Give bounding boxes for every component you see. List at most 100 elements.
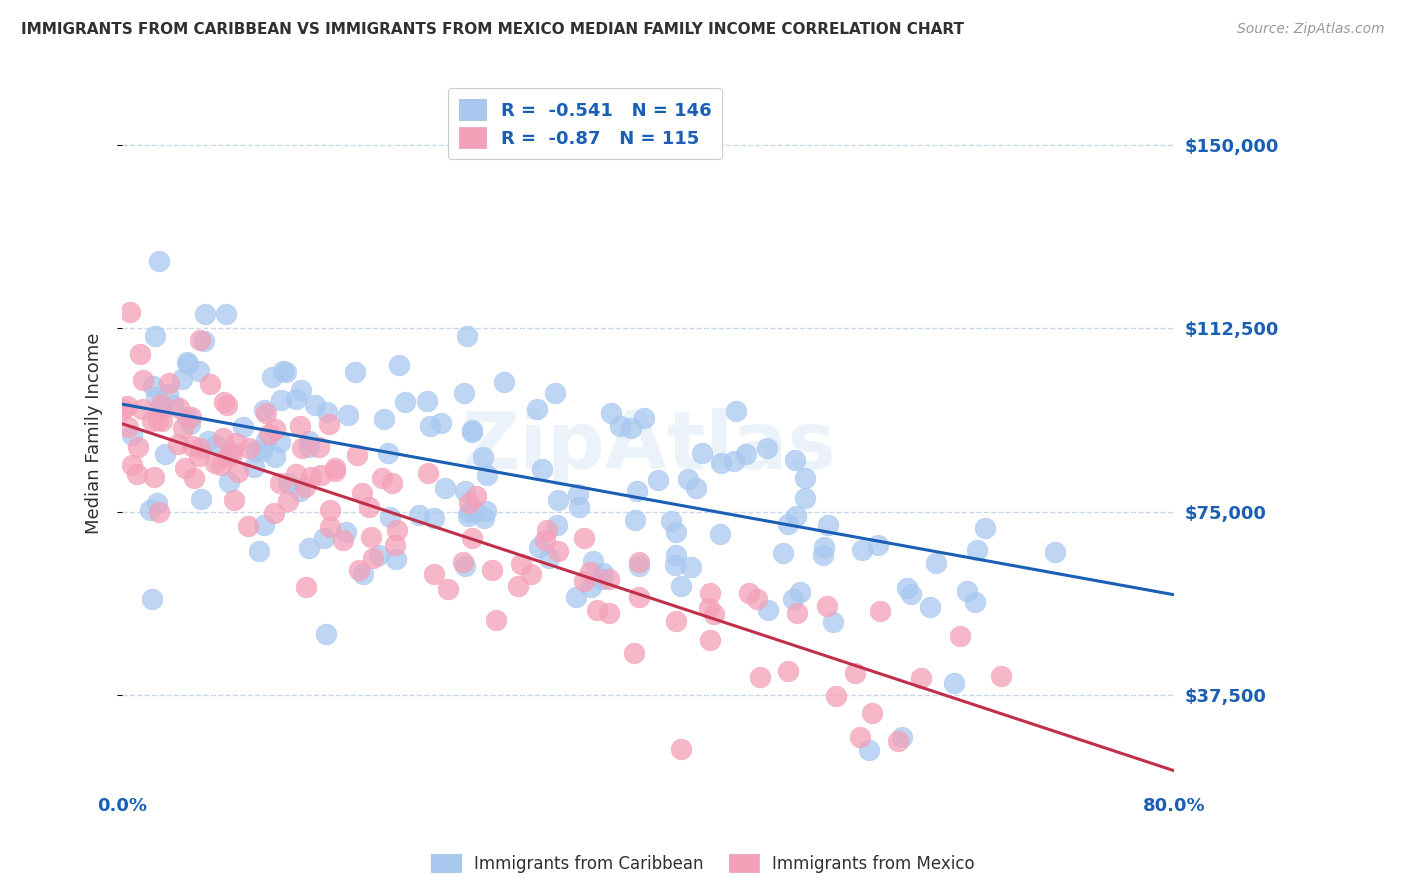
Text: IMMIGRANTS FROM CARIBBEAN VS IMMIGRANTS FROM MEXICO MEDIAN FAMILY INCOME CORRELA: IMMIGRANTS FROM CARIBBEAN VS IMMIGRANTS … — [21, 22, 965, 37]
Point — [990, 669, 1012, 683]
Point — [284, 467, 307, 481]
Point — [363, 551, 385, 566]
Point — [591, 572, 613, 586]
Point — [253, 517, 276, 532]
Point — [925, 556, 948, 570]
Point — [117, 420, 139, 434]
Point — [309, 467, 332, 482]
Point — [143, 329, 166, 343]
Point — [464, 505, 486, 519]
Point — [218, 475, 240, 490]
Text: ZipAtlas: ZipAtlas — [461, 409, 835, 486]
Point — [387, 523, 409, 537]
Point — [647, 473, 669, 487]
Point — [319, 503, 342, 517]
Point — [457, 505, 479, 519]
Point — [204, 456, 226, 470]
Point — [298, 434, 321, 449]
Point — [125, 467, 148, 481]
Point — [148, 254, 170, 268]
Point — [817, 518, 839, 533]
Point — [276, 365, 298, 379]
Point — [193, 334, 215, 348]
Point — [263, 506, 285, 520]
Point — [849, 731, 872, 745]
Point — [956, 584, 979, 599]
Point — [224, 492, 246, 507]
Point — [167, 401, 190, 415]
Point — [475, 468, 498, 483]
Point — [579, 580, 602, 594]
Point — [430, 416, 453, 430]
Point — [180, 439, 202, 453]
Point — [709, 526, 731, 541]
Point — [277, 476, 299, 491]
Point — [918, 600, 941, 615]
Point — [659, 514, 682, 528]
Point — [247, 543, 270, 558]
Point — [735, 447, 758, 461]
Point — [825, 690, 848, 704]
Point — [724, 404, 747, 418]
Point — [148, 505, 170, 519]
Point — [669, 742, 692, 756]
Point — [772, 546, 794, 560]
Point — [547, 492, 569, 507]
Point — [461, 423, 484, 437]
Point — [318, 520, 340, 534]
Point — [520, 567, 543, 582]
Point — [225, 436, 247, 450]
Point — [844, 665, 866, 680]
Point — [454, 559, 477, 574]
Point — [460, 531, 482, 545]
Point — [177, 357, 200, 371]
Point — [183, 470, 205, 484]
Point — [851, 543, 873, 558]
Point — [253, 402, 276, 417]
Point — [215, 450, 238, 465]
Point — [315, 627, 337, 641]
Point — [665, 548, 688, 562]
Point — [197, 434, 219, 448]
Point — [475, 504, 498, 518]
Point — [176, 410, 198, 425]
Point — [624, 513, 647, 527]
Point — [461, 425, 484, 439]
Point — [472, 511, 495, 525]
Point — [115, 399, 138, 413]
Point — [371, 471, 394, 485]
Point — [188, 333, 211, 347]
Point — [250, 444, 273, 458]
Point — [295, 580, 318, 594]
Point — [627, 558, 650, 573]
Point — [156, 387, 179, 401]
Point — [866, 538, 889, 552]
Point — [458, 496, 481, 510]
Point — [141, 591, 163, 606]
Point — [665, 524, 688, 539]
Point — [215, 307, 238, 321]
Point — [157, 376, 180, 390]
Point — [346, 448, 368, 462]
Point — [749, 670, 772, 684]
Point — [786, 606, 808, 620]
Point — [510, 557, 533, 571]
Point — [290, 383, 312, 397]
Point — [360, 531, 382, 545]
Point — [890, 730, 912, 744]
Point — [131, 402, 153, 417]
Point — [530, 462, 553, 476]
Point — [180, 409, 202, 424]
Point — [973, 521, 995, 535]
Point — [568, 500, 591, 514]
Point — [738, 586, 761, 600]
Point — [408, 508, 430, 522]
Point — [966, 542, 988, 557]
Point — [298, 440, 321, 454]
Point — [142, 379, 165, 393]
Point — [416, 394, 439, 409]
Point — [422, 511, 444, 525]
Point — [260, 370, 283, 384]
Point — [238, 441, 260, 455]
Point — [238, 519, 260, 533]
